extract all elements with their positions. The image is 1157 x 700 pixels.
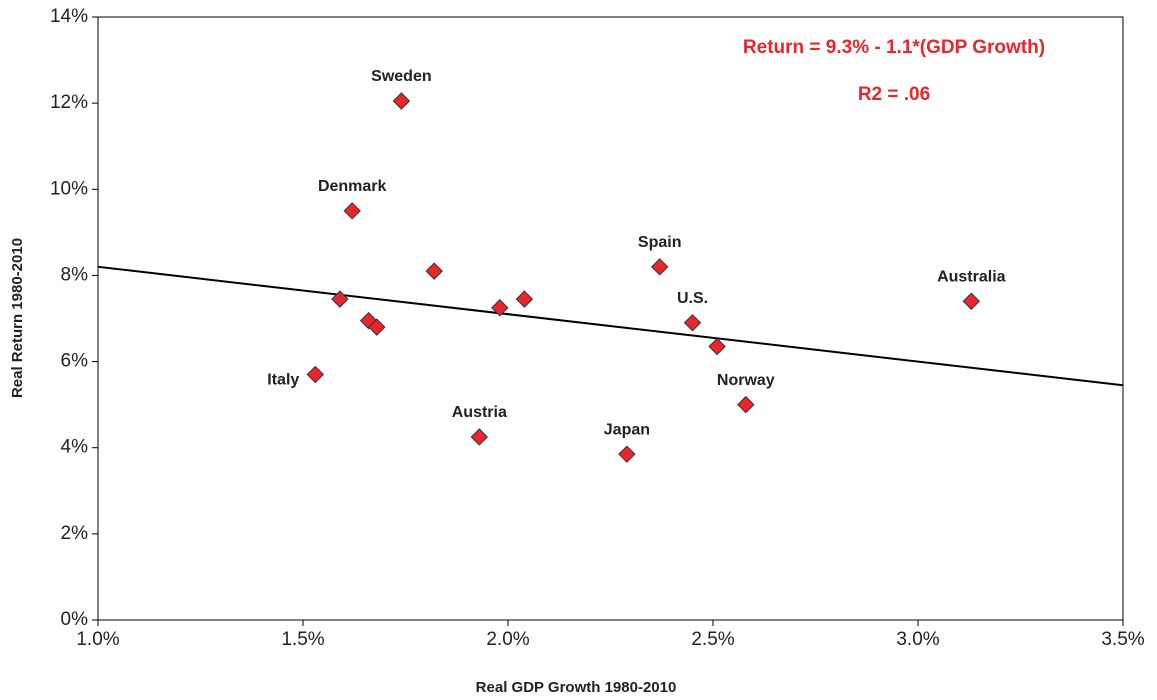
annotation: Return = 9.3% - 1.1*(GDP Growth) — [743, 37, 1045, 58]
annotation: R2 = .06 — [858, 84, 930, 105]
point-label: Norway — [717, 372, 775, 389]
data-point — [515, 290, 534, 308]
x-tick-label: 2.5% — [691, 629, 734, 650]
y-tick-label: 0% — [61, 609, 89, 630]
y-tick-label: 14% — [50, 6, 88, 27]
y-tick-label: 12% — [50, 92, 88, 113]
point-label: Sweden — [371, 68, 431, 85]
data-point — [650, 258, 669, 276]
x-axis-title: Real GDP Growth 1980-2010 — [476, 679, 677, 696]
point-label: Australia — [937, 268, 1006, 285]
data-point — [368, 318, 386, 336]
data-point — [306, 365, 325, 384]
y-tick-label: 6% — [61, 351, 89, 372]
point-label: Denmark — [318, 178, 387, 195]
trend-line — [97, 265, 1124, 387]
point-label: Spain — [638, 234, 682, 251]
data-point — [331, 290, 349, 308]
point-label: Japan — [604, 421, 650, 438]
data-point — [708, 337, 726, 356]
data-point — [491, 299, 509, 317]
data-point — [962, 292, 981, 310]
point-label: Austria — [452, 404, 507, 421]
x-tick-label: 1.0% — [76, 629, 119, 650]
y-tick-label: 4% — [61, 437, 89, 458]
y-axis-title: Real Return 1980-2010 — [9, 238, 26, 398]
data-point — [618, 445, 636, 463]
data-point — [392, 92, 411, 110]
x-tick-label: 1.5% — [281, 629, 324, 650]
x-tick-label: 3.0% — [896, 629, 939, 650]
data-point — [737, 395, 755, 414]
data-point — [359, 311, 378, 330]
plot-frame — [97, 16, 1124, 621]
point-label: Italy — [267, 372, 299, 389]
x-tick-label: 3.5% — [1101, 629, 1144, 650]
data-point — [470, 428, 489, 446]
y-tick-label: 10% — [50, 178, 88, 199]
x-tick-label: 2.0% — [486, 629, 529, 650]
data-point — [343, 202, 361, 220]
data-point — [425, 262, 443, 280]
y-tick-label: 8% — [61, 264, 89, 285]
point-label: U.S. — [677, 290, 708, 307]
y-tick-label: 2% — [61, 523, 89, 544]
data-point — [683, 314, 702, 332]
